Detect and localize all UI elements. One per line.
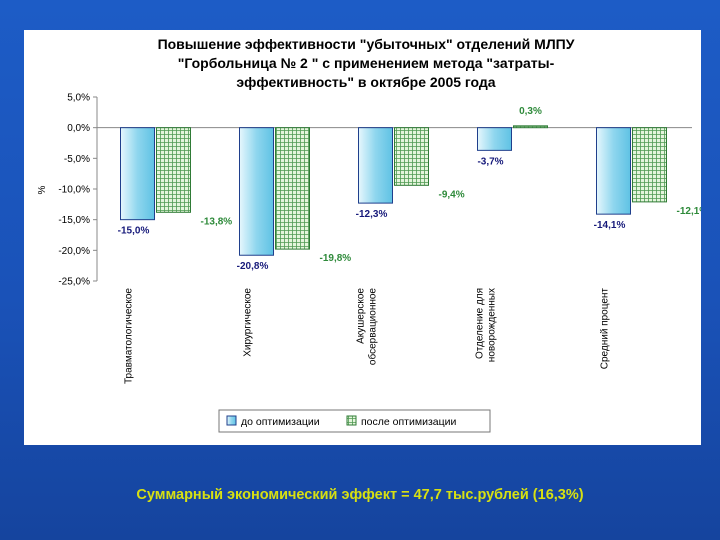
y-tick-label: 5,0% [67,93,90,104]
legend-label: до оптимизации [241,416,320,428]
data-label: -13,8% [201,216,233,227]
data-label: 0,3% [519,106,542,117]
data-label: -3,7% [477,156,503,167]
data-label: -12,1% [677,206,702,217]
bar [156,127,191,213]
legend-swatch [346,415,357,426]
bar [239,127,274,256]
data-label: -19,8% [320,253,352,264]
data-label: -15,0% [118,226,150,237]
category-labels: Травматологическое Хирургическое Акушерско… [124,288,611,384]
chart-title: Повышение эффективности "убыточных" отде… [158,36,575,90]
category-label: Средний процент [600,288,611,370]
bar [596,127,631,215]
legend-label: после оптимизации [361,416,456,428]
y-axis: 5,0% 0,0% -5,0% -10,0% -15,0% -20,0% -25,0%% [37,93,692,288]
y-tick-label: 0,0% [67,123,90,134]
chart: Повышение эффективности "убыточных" отде… [37,36,701,433]
y-tick-label: -25,0% [58,277,90,288]
category-label: Травматологическое [124,288,135,384]
chart-title-line: "Горбольница № 2 " с применением метода … [178,55,555,71]
y-tick-label: -5,0% [64,154,90,165]
y-tick-label: -10,0% [58,185,90,196]
y-tick-label: -15,0% [58,215,90,226]
chart-title-line: эффективность" в октябре 2005 года [236,74,495,90]
bar [275,127,310,250]
data-label: -20,8% [237,261,269,272]
data-label: -12,3% [356,209,388,220]
category-label: Хирургическое [243,288,254,357]
bar [358,127,393,204]
bar [477,127,512,151]
category-label: Акушерское [356,288,367,344]
legend-swatch [226,415,237,426]
category-label: Отделение для [475,288,486,359]
bar [513,125,548,129]
chart-panel: Повышение эффективности "убыточных" отде… [24,30,701,445]
bar [120,127,155,221]
data-label: -9,4% [439,189,465,200]
summary-text: Суммарный экономический эффект = 47,7 ты… [136,487,584,503]
y-axis-title: % [37,185,48,194]
legend: до оптимизации после оптимизации [218,409,491,433]
category-label: новорожденных [487,288,498,362]
category-label: обсервационное [367,288,379,366]
bar [632,127,667,203]
y-tick-label: -20,0% [58,246,90,257]
data-labels: -15,0% -20,8% -12,3% -3,7% -14,1% -13,8% -19,8… [118,106,701,272]
data-label: -14,1% [594,220,626,231]
bar [394,127,429,186]
chart-title-line: Повышение эффективности "убыточных" отде… [158,36,575,52]
bars [120,125,667,256]
